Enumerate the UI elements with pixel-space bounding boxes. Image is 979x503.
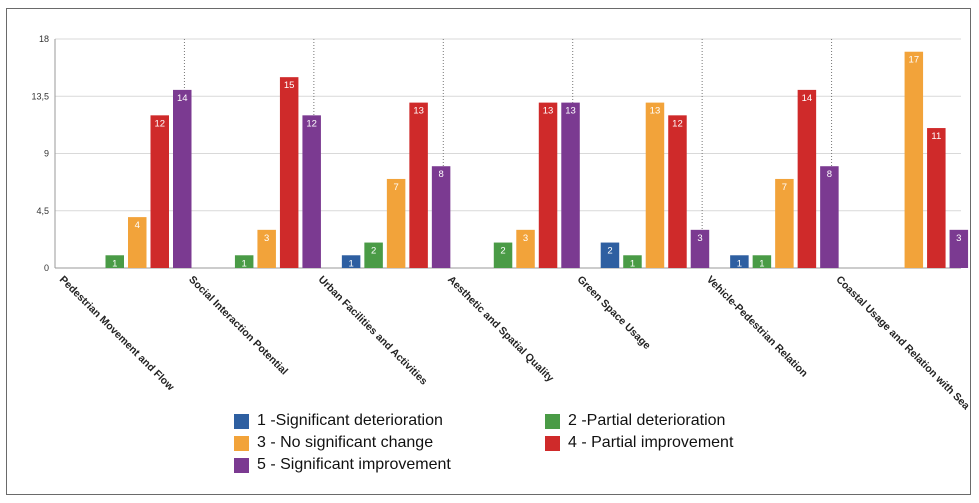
x-category-label: Urban Facilities and Activities xyxy=(316,274,430,388)
bar-value-label: 13 xyxy=(543,106,554,117)
legend-label-3: 3 - No significant change xyxy=(257,434,434,451)
x-category-label: Social Interaction Potential xyxy=(186,274,290,378)
bar-value-label: 1 xyxy=(737,258,742,269)
bar-value-label: 1 xyxy=(348,258,353,269)
legend-item-3: 3 - No significant change xyxy=(234,434,433,452)
bar-value-label: 1 xyxy=(630,258,635,269)
bar-value-label: 4 xyxy=(135,220,140,231)
bar xyxy=(150,115,169,268)
y-tick-label: 9 xyxy=(44,149,49,159)
bar-value-label: 13 xyxy=(565,106,576,117)
bar xyxy=(128,217,147,268)
bar xyxy=(752,255,772,268)
bar-value-label: 7 xyxy=(782,182,787,193)
bars xyxy=(105,51,969,269)
bar-value-label: 12 xyxy=(672,118,683,129)
x-category-label: Coastal Usage and Relation with Sea xyxy=(833,274,972,413)
bar xyxy=(797,89,817,268)
legend-swatch-4 xyxy=(545,435,560,451)
bar xyxy=(234,255,254,268)
legend-label-1: 1 -Significant deterioration xyxy=(257,412,443,429)
y-tick-label: 4,5 xyxy=(36,206,49,216)
bar-value-label: 15 xyxy=(284,80,295,91)
bar-value-label: 17 xyxy=(909,55,920,66)
x-category-label: Aesthetic and Spatial Quality xyxy=(445,274,556,385)
bar xyxy=(538,102,558,268)
bar-value-label: 7 xyxy=(393,182,398,193)
bar xyxy=(775,178,794,268)
legend-swatch-2 xyxy=(545,413,560,429)
bar-value-label: 8 xyxy=(438,169,443,180)
bar xyxy=(668,115,687,268)
bar-value-label: 13 xyxy=(413,106,424,117)
bar xyxy=(493,242,513,268)
legend-label-2: 2 -Partial deterioration xyxy=(568,412,726,429)
bar xyxy=(279,77,299,269)
bar-value-label: 3 xyxy=(523,233,528,244)
bar xyxy=(949,229,969,268)
legend-swatch-5 xyxy=(234,457,249,473)
bar-value-label: 14 xyxy=(177,93,188,104)
legend-item-1: 1 -Significant deterioration xyxy=(234,412,443,430)
bar-value-label: 3 xyxy=(264,233,269,244)
bar-value-label: 12 xyxy=(154,118,165,129)
bar xyxy=(173,89,192,268)
bar xyxy=(600,242,620,268)
bar xyxy=(302,115,321,268)
legend-swatch-3 xyxy=(234,435,249,451)
bar-value-label: 14 xyxy=(802,93,813,104)
bar-value-label: 1 xyxy=(242,258,247,269)
legend-item-2: 2 -Partial deterioration xyxy=(545,412,725,430)
legend-swatch-1 xyxy=(234,413,249,429)
bar-value-label: 8 xyxy=(827,169,832,180)
legend-label-5: 5 - Significant improvement xyxy=(257,456,451,473)
bar xyxy=(341,255,361,268)
bar xyxy=(409,102,428,268)
bar-value-label: 3 xyxy=(697,233,702,244)
bar xyxy=(904,51,924,268)
bar xyxy=(105,255,124,268)
bar xyxy=(927,128,946,268)
bar xyxy=(623,255,642,268)
x-category-label: Vehicle-Pedestrian Relation xyxy=(704,274,810,380)
bar xyxy=(516,229,535,268)
bar xyxy=(386,178,406,268)
bar-value-label: 12 xyxy=(306,118,317,129)
bar-value-label: 1 xyxy=(759,258,764,269)
bar xyxy=(431,166,451,268)
bar-value-label: 2 xyxy=(371,246,376,257)
y-tick-label: 18 xyxy=(39,34,49,44)
bar xyxy=(257,229,276,268)
x-category-label: Green Space Usage xyxy=(575,274,653,352)
chart-frame: 1 4 12 14 1 3 15 12 1 2 7 13 8 2 3 13 13 2 1 13 12 3 1 1 7 14 8 17 1… xyxy=(6,8,972,495)
legend-label-4: 4 - Partial improvement xyxy=(568,434,734,451)
x-category-label: Pedestrian Movement and Flow xyxy=(57,274,177,394)
bar xyxy=(364,242,383,268)
legend-item-5: 5 - Significant improvement xyxy=(234,456,451,474)
bar-value-label: 3 xyxy=(956,233,961,244)
bar xyxy=(730,255,749,268)
bar-value-label: 2 xyxy=(500,246,505,257)
bar-value-label: 11 xyxy=(931,131,941,142)
bar-value-label: 2 xyxy=(607,246,612,257)
bar xyxy=(645,102,665,268)
y-tick-label: 0 xyxy=(44,263,49,273)
bar xyxy=(690,229,710,268)
bar-value-label: 1 xyxy=(112,258,117,269)
legend-item-4: 4 - Partial improvement xyxy=(545,434,733,452)
bar xyxy=(561,102,580,268)
y-tick-label: 13,5 xyxy=(31,91,49,101)
bar-value-label: 13 xyxy=(650,106,661,117)
bar xyxy=(820,166,839,268)
